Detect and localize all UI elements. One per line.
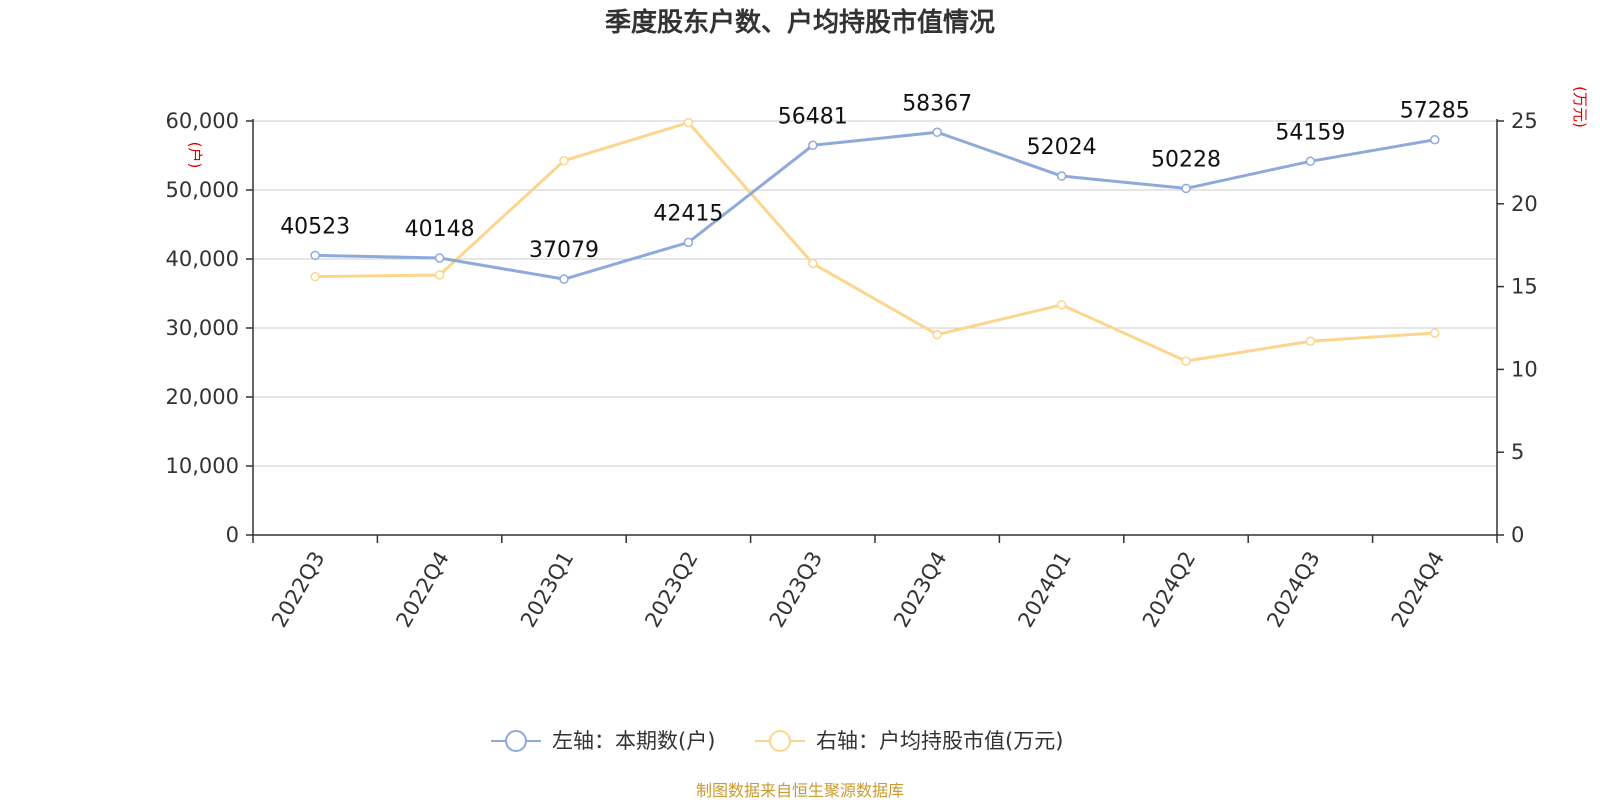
- series-1-point-0: [310, 271, 320, 282]
- left-axis-ticks: 0 10,000 20,000 30,000 40,000 50,000 60,000: [166, 109, 253, 547]
- left-axis-unit: (户): [186, 142, 204, 169]
- right-tick-label-0: 0: [1511, 523, 1524, 547]
- x-tick-label-3: 2023Q2: [640, 547, 702, 631]
- series-1-point-6: [1056, 300, 1067, 310]
- series-1-point-4: [808, 258, 818, 269]
- right-tick-label-1: 5: [1511, 440, 1524, 464]
- data-label-5: 58367: [902, 91, 972, 116]
- right-tick-label-4: 20: [1511, 192, 1538, 216]
- right-axis-unit: (万元): [1571, 86, 1589, 128]
- right-tick-label-5: 25: [1511, 109, 1538, 133]
- x-tick-label-6: 2024Q1: [1013, 547, 1075, 631]
- left-tick-label-6: 60,000: [166, 109, 239, 133]
- left-tick-label-4: 40,000: [166, 247, 239, 271]
- series-0-point-9: [1430, 134, 1440, 145]
- left-tick-label-5: 50,000: [166, 178, 239, 202]
- series-line-1: [315, 121, 1435, 363]
- x-tick-label-4: 2023Q3: [765, 547, 827, 631]
- series-0-point-4: [808, 140, 818, 151]
- legend-right-series-label: 右轴：户均持股市值(万元): [816, 729, 1063, 753]
- legend-item-right-series[interactable]: 右轴：户均持股市值(万元): [755, 729, 1063, 753]
- series-1-point-7: [1181, 356, 1191, 366]
- series-1-point-9: [1430, 328, 1440, 338]
- series-0-point-3: [683, 237, 694, 248]
- data-label-9: 57285: [1400, 99, 1470, 124]
- source-note: 制图数据来自恒生聚源数据库: [696, 781, 904, 800]
- series-0-point-8: [1305, 156, 1316, 167]
- x-tick-label-0: 2022Q3: [267, 547, 329, 631]
- series-0-point-7: [1181, 183, 1191, 194]
- left-tick-label-0: 0: [226, 523, 239, 547]
- data-label-0: 40523: [280, 214, 350, 239]
- series-0-point-2: [559, 274, 569, 284]
- legend-item-left-series[interactable]: 左轴：本期数(户): [491, 729, 715, 753]
- data-label-1: 40148: [405, 217, 475, 242]
- data-labels: 40523 40148 37079 42415 56481 58367 52024 50228…: [280, 91, 1470, 263]
- left-tick-label-2: 20,000: [166, 385, 239, 409]
- x-tick-label-1: 2022Q4: [391, 547, 453, 631]
- data-label-8: 54159: [1275, 120, 1345, 145]
- data-label-6: 52024: [1027, 135, 1097, 160]
- data-label-7: 50228: [1151, 147, 1221, 172]
- series-0-point-0: [310, 250, 320, 261]
- x-tick-label-8: 2024Q3: [1262, 547, 1324, 631]
- series-1-point-2: [559, 155, 569, 166]
- x-tick-label-9: 2024Q4: [1387, 547, 1449, 631]
- grid-lines: [253, 120, 1497, 467]
- series-1-point-1: [434, 270, 445, 280]
- x-axis-ticks: 2022Q3 2022Q4 2023Q1 2023Q2 2023Q3 2023Q4 2024…: [252, 535, 1498, 631]
- x-tick-label-5: 2023Q4: [889, 547, 951, 631]
- axes: [252, 119, 1498, 536]
- x-tick-label-7: 2024Q2: [1138, 547, 1200, 631]
- right-axis-ticks: 0 5 10 15 20 25: [1497, 109, 1538, 547]
- data-label-2: 37079: [529, 238, 599, 263]
- x-tick-label-2: 2023Q1: [516, 547, 578, 631]
- legend-left-series-marker: [505, 730, 527, 752]
- chart-title: 季度股东户数、户均持股市值情况: [605, 7, 995, 38]
- left-tick-label-1: 10,000: [166, 454, 239, 478]
- series-0-point-6: [1056, 171, 1067, 181]
- series-0-point-1: [434, 253, 445, 263]
- legend: 左轴：本期数(户) 右轴：户均持股市值(万元): [491, 729, 1063, 753]
- series-0-point-5: [932, 127, 942, 138]
- series-1-point-8: [1305, 336, 1316, 346]
- series-1-point-5: [932, 329, 942, 340]
- right-tick-label-3: 15: [1511, 275, 1538, 299]
- right-tick-label-2: 10: [1511, 357, 1538, 381]
- series-1-point-3: [683, 117, 694, 128]
- legend-right-series-marker: [769, 730, 791, 752]
- data-label-4: 56481: [778, 104, 848, 129]
- data-label-3: 42415: [653, 201, 723, 226]
- left-tick-label-3: 30,000: [166, 316, 239, 340]
- series-line-0: [315, 130, 1436, 281]
- series-layer: [310, 117, 1440, 366]
- legend-left-series-label: 左轴：本期数(户): [552, 729, 715, 753]
